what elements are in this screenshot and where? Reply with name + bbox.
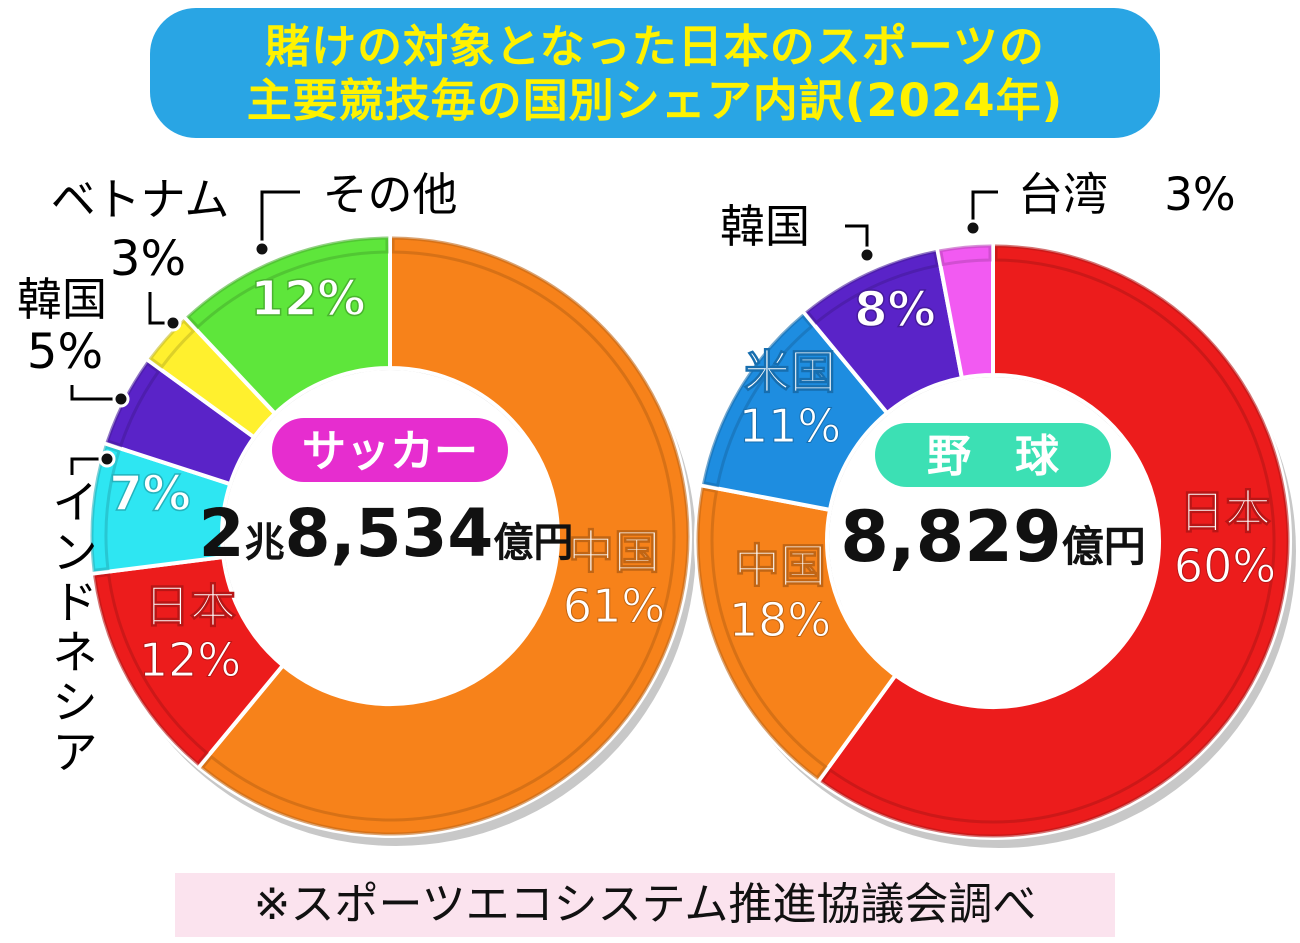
soccer-slice-value: 12%: [251, 271, 366, 327]
soccer-slice-rim: [186, 236, 389, 330]
soccer-leader-line: [70, 457, 107, 475]
baseball-slice-label: 中国: [734, 539, 826, 593]
soccer-slice-rim: [105, 361, 161, 448]
soccer-total-amount: 2兆8,534億円: [199, 495, 574, 572]
source-note: ※スポーツエコシステム推進協議会調べ: [253, 879, 1037, 930]
source-note-box: ※スポーツエコシステム推進協議会調べ: [175, 873, 1115, 937]
soccer-sport-name: サッカー: [302, 426, 478, 477]
baseball-leader-dot: [964, 219, 982, 237]
soccer-leader-dot: [112, 390, 130, 408]
baseball-slice-label: 台湾: [1018, 168, 1108, 221]
soccer-slice-value: 61%: [563, 579, 665, 633]
soccer-slice-label-char: ン: [52, 526, 97, 579]
soccer-leader-dot: [253, 240, 271, 258]
baseball-leader-line: [845, 224, 869, 255]
soccer-slice-label-char: シ: [52, 676, 97, 729]
baseball-slice-rim: [939, 244, 992, 267]
baseball-slice-value: 18%: [729, 593, 831, 647]
soccer-slice-rim: [93, 572, 209, 766]
baseball-slice-label: 韓国: [720, 200, 810, 253]
soccer-slice-value: 5%: [27, 324, 103, 380]
baseball-leader-dot: [858, 246, 876, 264]
soccer-slice-label-char: ド: [52, 576, 97, 629]
soccer-leader-dot: [164, 314, 182, 332]
soccer-slice-label-char: ア: [52, 726, 97, 779]
soccer-slice-rim: [200, 236, 690, 836]
soccer-slice-label-char: ネ: [52, 626, 97, 679]
baseball-slice: [815, 241, 1292, 840]
soccer-slice: [195, 233, 692, 838]
baseball-slice-label: 米国: [744, 345, 836, 399]
soccer-slice-label: 日本: [144, 579, 236, 633]
soccer-slice-label: ベトナム: [51, 173, 230, 226]
soccer-slice-label: 韓国: [17, 273, 107, 326]
baseball-slice-value: 11%: [739, 399, 841, 453]
chart-title-line-1: 賭けの対象となった日本のスポーツの: [265, 20, 1045, 73]
baseball-sport-name: 野 球: [927, 431, 1060, 482]
soccer-sport-badge: [272, 418, 508, 482]
baseball-slice-rim: [820, 244, 1290, 838]
title-banner: 賭けの対象となった日本のスポーツの 主要競技毎の国別シェア内訳(2024年): [150, 8, 1160, 138]
baseball-slice: [935, 241, 995, 381]
baseball-slice-value: 3%: [1164, 168, 1235, 221]
chart-title-line-2: 主要競技毎の国別シェア内訳(2024年): [246, 74, 1064, 127]
soccer-slice-label: その他: [322, 168, 457, 221]
baseball-sport-badge: [875, 423, 1111, 487]
baseball-slice-rim: [805, 250, 940, 325]
soccer-slice-rim: [90, 445, 121, 572]
baseball-slice: [694, 483, 899, 785]
baseball-slice-value: 8%: [854, 282, 936, 338]
baseball-slice-rim: [696, 487, 828, 780]
soccer-slice-value: 7%: [109, 466, 191, 522]
soccer-slice-value: 3%: [110, 231, 186, 287]
soccer-slice-label: 中国: [568, 525, 660, 579]
soccer-slice-label-char: イ: [52, 476, 97, 529]
soccer-slice-rim: [148, 318, 196, 369]
soccer-leader-line: [70, 385, 121, 401]
soccer-slice-value: 12%: [139, 633, 241, 687]
baseball-total-amount: 8,829億円: [840, 496, 1145, 578]
soccer-donut-chart: 中国61%日本12%7%インドネシア5%韓国3%ベトナム12%その他サッカー2兆…: [17, 168, 696, 846]
baseball-slice-label: 日本: [1179, 485, 1271, 539]
soccer-leader-dot: [98, 450, 116, 468]
baseball-slice-rim: [702, 313, 814, 488]
baseball-slice-value: 60%: [1174, 539, 1276, 593]
baseball-leader-line: [971, 190, 998, 228]
soccer-leader-line: [260, 190, 300, 249]
